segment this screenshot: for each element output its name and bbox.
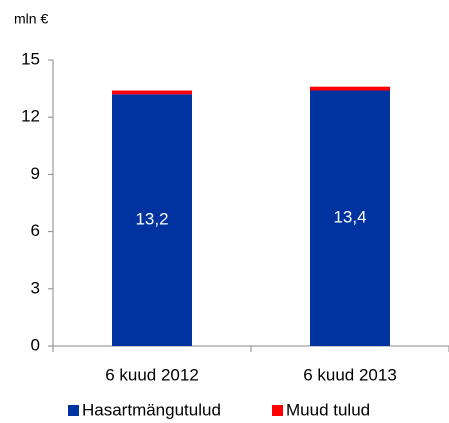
value-label: 13,2 <box>135 210 168 229</box>
y-tick-label: 15 <box>21 49 40 68</box>
y-tick-label: 6 <box>31 221 40 240</box>
legend-label: Muud tulud <box>286 400 370 419</box>
bar-segment <box>112 90 192 95</box>
y-tick-label: 0 <box>31 335 40 354</box>
x-tick-label: 6 kuud 2012 <box>105 365 199 384</box>
bar-segment <box>310 90 390 346</box>
x-tick-label: 6 kuud 2013 <box>303 365 397 384</box>
value-label: 13,4 <box>333 208 366 227</box>
unit-label: mln € <box>14 11 48 27</box>
bar-segment <box>112 94 192 346</box>
y-tick-label: 3 <box>31 278 40 297</box>
y-tick-label: 12 <box>21 107 40 126</box>
bar-segment <box>310 86 390 91</box>
legend-swatch <box>68 405 79 416</box>
y-tick-label: 9 <box>31 164 40 183</box>
legend-swatch <box>272 405 283 416</box>
legend-label: Hasartmängutulud <box>82 400 221 419</box>
